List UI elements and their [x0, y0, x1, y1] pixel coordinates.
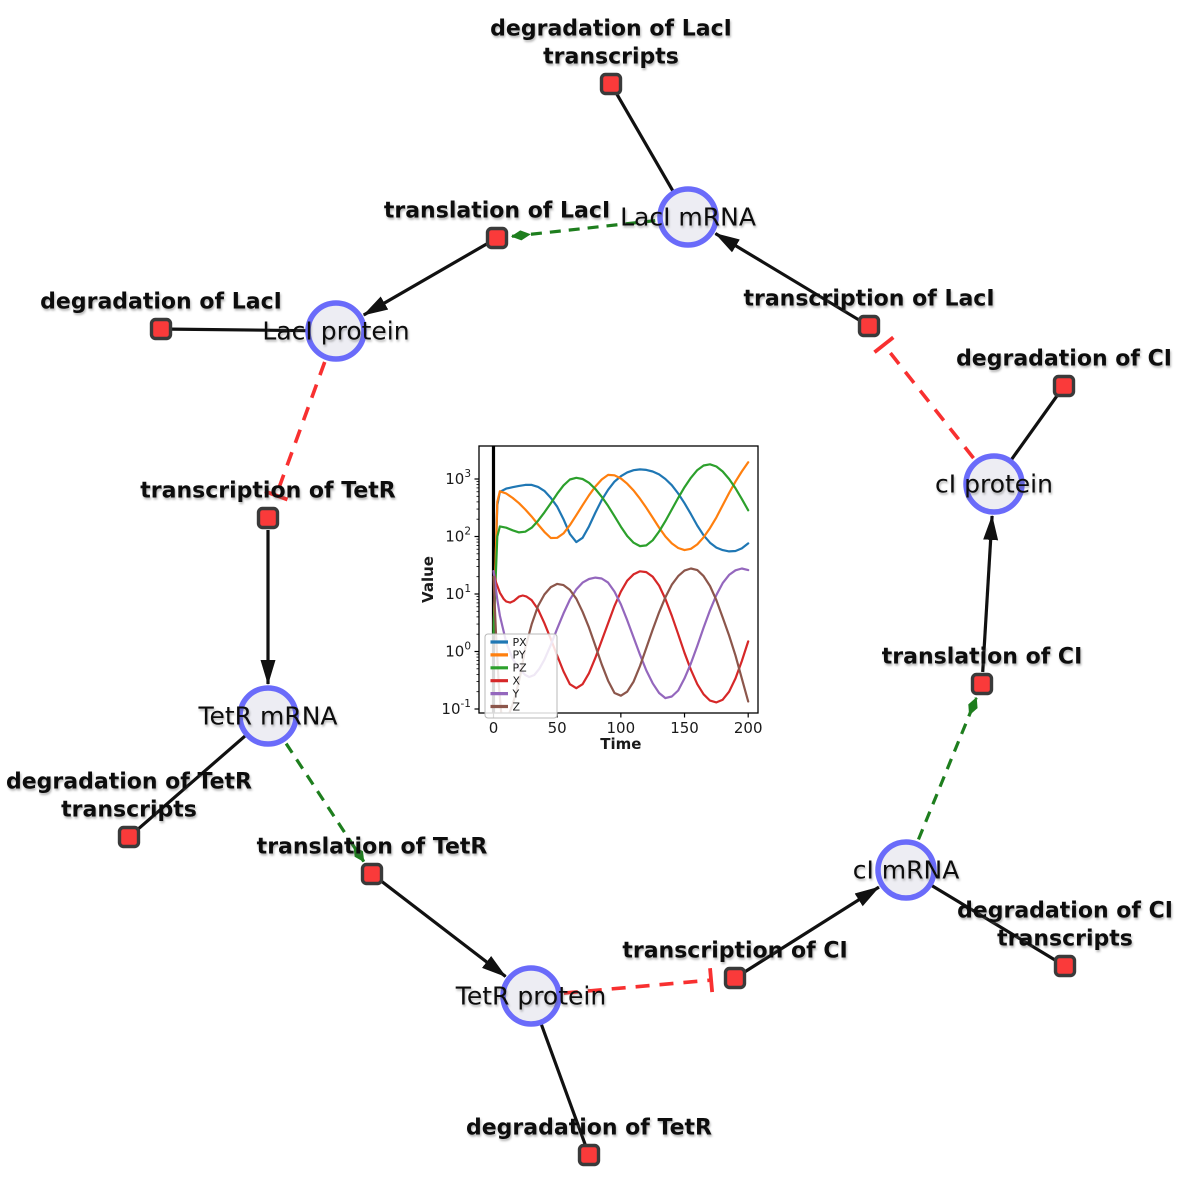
species-node-tetr_protein[interactable]: [500, 965, 562, 1027]
edge-inhibition-ci_protein-to-tx_laci: [873, 335, 975, 460]
reaction-label-deg_tetr: degradation of TetR: [466, 1116, 712, 1141]
species-node-laci_mrna[interactable]: [657, 186, 719, 248]
reaction-label-deg_laci_tx: degradation of LacI transcripts: [490, 17, 732, 70]
chart-axes-frame: [478, 445, 759, 714]
inset-simulation-chart: 0 50 100 150 20010310210110010-1TimeValuePXP…: [419, 445, 763, 753]
species-label-ci_mrna: cI mRNA: [853, 856, 960, 885]
chart-series-PZ: [492, 463, 750, 636]
chart-series-X: [492, 570, 750, 704]
chart-y-tick-1e3: 103: [445, 468, 471, 488]
species-label-laci_mrna: LacI mRNA: [620, 203, 756, 232]
reaction-node-deg_tetr_tx[interactable]: [117, 825, 141, 849]
reaction-node-deg_ci_tx[interactable]: [1053, 954, 1077, 978]
edge-production-tl_laci-to-laci_protein: [362, 242, 488, 317]
reaction-node-tl_laci[interactable]: [485, 226, 509, 250]
legend-item-X: X: [490, 675, 521, 688]
edge-consumption-tetr_protein-to-deg_tetr: [539, 1022, 588, 1147]
legend-item-Z: Z: [490, 700, 521, 713]
edge-production-tx_laci-to-laci_mrna: [714, 232, 860, 322]
reaction-node-deg_ci[interactable]: [1052, 374, 1076, 398]
legend-item-PZ: PZ: [490, 662, 528, 675]
reaction-node-tx_laci[interactable]: [857, 314, 881, 338]
chart-y-tick-1e0: 100: [445, 641, 471, 661]
reaction-label-tx_laci: transcription of LacI: [743, 287, 994, 312]
legend-label-Z: Z: [513, 700, 521, 713]
legend-label-PZ: PZ: [513, 662, 528, 675]
chart-y-tick-1e2: 102: [445, 526, 471, 546]
edge-modifier-ci_mrna-to-tl_ci: [917, 696, 978, 841]
reaction-label-tx_ci: transcription of CI: [622, 939, 847, 964]
edge-production-tl_tetr-to-tetr_protein: [380, 880, 507, 978]
labels-layer: LacI mRNA LacI protein TetR mRNA TetR prote…: [6, 17, 1173, 1141]
species-node-laci_protein[interactable]: [305, 300, 367, 362]
chart-x-tick-50: 50: [548, 719, 567, 737]
chart-y-tick-1e-1: 10-1: [441, 698, 471, 718]
reaction-label-tx_tetr: transcription of TetR: [140, 479, 396, 504]
reaction-node-deg_tetr[interactable]: [577, 1143, 601, 1167]
species-label-laci_protein: LacI protein: [262, 317, 409, 346]
edge-consumption-ci_mrna-to-deg_ci_tx: [929, 883, 1058, 963]
chart-series-PY: [492, 461, 750, 636]
reaction-node-deg_laci_tx[interactable]: [599, 72, 623, 96]
edge-production-tx_ci-to-ci_mrna: [744, 885, 880, 973]
edge-inhibition-laci_protein-to-tx_tetr: [264, 361, 327, 502]
reaction-label-tl_laci: translation of LacI: [384, 199, 610, 224]
reaction-label-tl_ci: translation of CI: [882, 645, 1083, 670]
edge-modifier-laci_mrna-to-tl_laci: [510, 219, 656, 241]
legend-label-Y: Y: [512, 687, 520, 700]
reaction-node-deg_laci[interactable]: [149, 317, 173, 341]
legend-item-PX: PX: [490, 636, 528, 649]
legend-item-PY: PY: [490, 649, 526, 662]
chart-y-tick-1e1: 101: [445, 583, 471, 603]
reaction-label-deg_laci: degradation of LacI: [40, 290, 282, 315]
legend-label-PY: PY: [513, 649, 526, 662]
chart-y-axis-label: Value: [419, 556, 437, 603]
chart-x-tick-100: 100: [607, 719, 636, 737]
chart-x-axis-label: Time: [600, 735, 641, 753]
reaction-node-tl_ci[interactable]: [970, 672, 994, 696]
edge-inhibition-tetr_protein-to-tx_ci: [563, 967, 715, 995]
edge-consumption-laci_protein-to-deg_laci: [170, 327, 308, 333]
edge-production-tl_ci-to-ci_protein: [981, 514, 999, 673]
species-node-tetr_mrna[interactable]: [237, 685, 299, 747]
chart-x-tick-0: 0: [489, 719, 499, 737]
species-label-tetr_protein: TetR protein: [455, 982, 606, 1011]
edge-consumption-ci_protein-to-deg_ci: [1009, 393, 1060, 462]
species-node-ci_protein[interactable]: [963, 453, 1025, 515]
legend-item-Y: Y: [490, 687, 520, 700]
legend-label-PX: PX: [513, 636, 528, 649]
reaction-node-tl_tetr[interactable]: [360, 862, 384, 886]
reaction-node-tx_ci[interactable]: [723, 966, 747, 990]
edge-consumption-laci_mrna-to-deg_laci_tx: [614, 91, 675, 193]
edge-modifier-tetr_mrna-to-tl_tetr: [284, 742, 366, 863]
reaction-label-tl_tetr: translation of TetR: [257, 835, 488, 860]
species-label-ci_protein: cI protein: [935, 470, 1053, 499]
reaction-label-deg_ci: degradation of CI: [956, 347, 1172, 372]
nodes-layer: [117, 72, 1077, 1167]
edges-layer: [135, 91, 1060, 1147]
legend-label-X: X: [513, 675, 521, 688]
chart-x-tick-200: 200: [734, 719, 763, 737]
reaction-node-tx_tetr[interactable]: [256, 506, 280, 530]
reaction-label-deg_tetr_tx: degradation of TetR transcripts: [6, 770, 252, 823]
chart-x-tick-150: 150: [670, 719, 699, 737]
species-label-tetr_mrna: TetR mRNA: [197, 702, 337, 731]
edge-consumption-tetr_mrna-to-deg_tetr_tx: [135, 733, 248, 832]
reaction-label-deg_ci_tx: degradation of CI transcripts: [957, 899, 1173, 952]
species-node-ci_mrna[interactable]: [875, 839, 937, 901]
